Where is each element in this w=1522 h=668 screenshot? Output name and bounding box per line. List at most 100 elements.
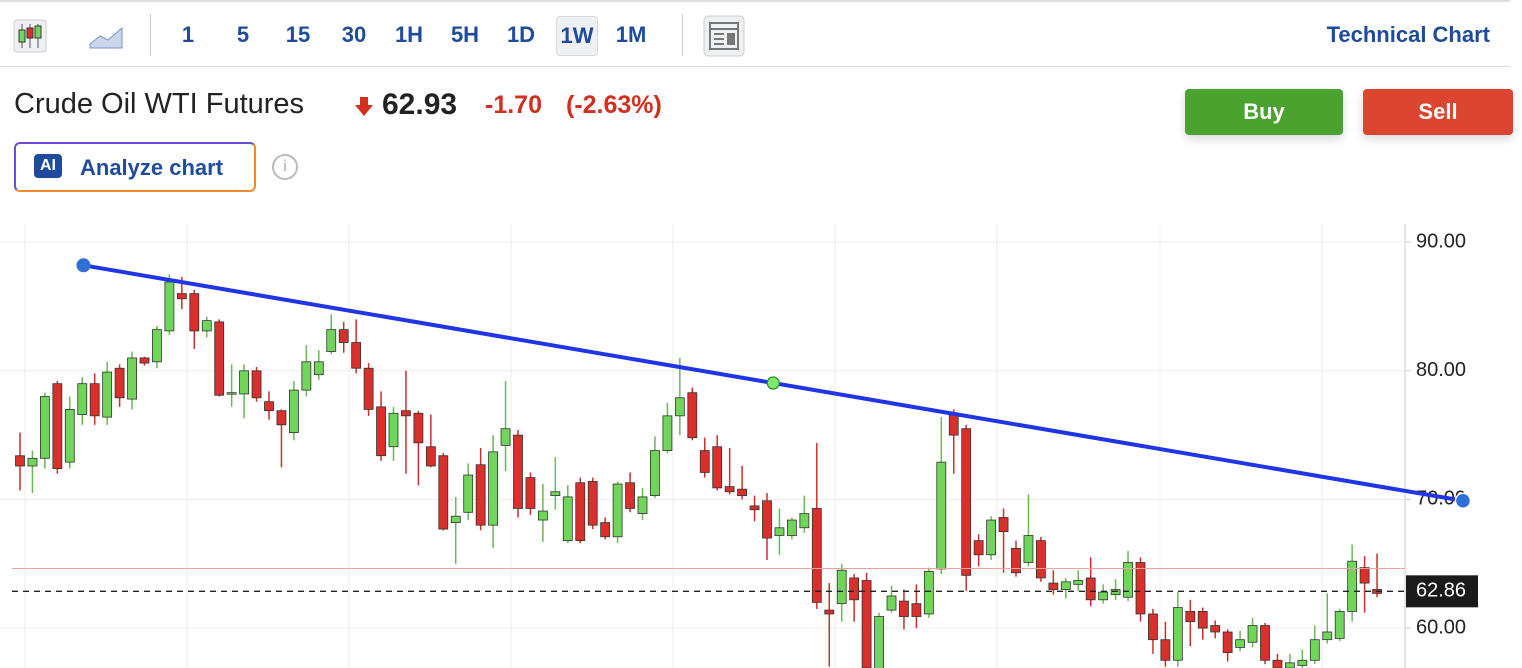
candle-body bbox=[127, 357, 137, 400]
candle-body bbox=[1322, 631, 1333, 641]
candle-body bbox=[1359, 567, 1370, 584]
candle-body bbox=[288, 389, 299, 433]
candle-body bbox=[899, 600, 909, 617]
candle-body bbox=[313, 361, 324, 376]
candle-body bbox=[998, 517, 1009, 533]
candle-body bbox=[1048, 582, 1059, 590]
candle-body bbox=[77, 383, 88, 415]
y-tick-label: 90.00 bbox=[1416, 230, 1466, 252]
info-icon[interactable]: i bbox=[272, 154, 298, 180]
candle-body bbox=[164, 281, 175, 332]
candle-body bbox=[961, 428, 972, 576]
analyze-label: Analyze chart bbox=[80, 155, 224, 180]
candle-body bbox=[27, 457, 38, 467]
candle-body bbox=[89, 383, 100, 417]
candle-body bbox=[612, 483, 623, 538]
candle-body bbox=[749, 505, 760, 511]
candle-body bbox=[338, 329, 349, 343]
trendline-handle bbox=[76, 258, 91, 273]
candle-body bbox=[575, 482, 586, 542]
candle-body bbox=[102, 371, 113, 418]
candle-body bbox=[824, 609, 835, 615]
candle-body bbox=[438, 455, 449, 530]
candle-body bbox=[1023, 535, 1034, 563]
candle-body bbox=[64, 409, 75, 463]
candle-body bbox=[625, 482, 635, 509]
down-arrow bbox=[355, 97, 373, 116]
candle-body bbox=[562, 496, 573, 542]
candle-body bbox=[1309, 639, 1320, 661]
candle-body bbox=[15, 455, 25, 467]
candle-body bbox=[251, 370, 262, 399]
y-tick-label: 80.00 bbox=[1416, 359, 1466, 381]
separator bbox=[682, 14, 683, 56]
candle-body bbox=[513, 434, 523, 509]
candle-body bbox=[1260, 625, 1270, 661]
interval-button[interactable]: 1H bbox=[394, 22, 424, 47]
candle-body bbox=[1247, 625, 1258, 643]
candle-body bbox=[1235, 639, 1245, 648]
interval-button[interactable]: 1 bbox=[181, 22, 195, 47]
candle-body bbox=[923, 571, 934, 615]
layout-icon[interactable] bbox=[702, 14, 746, 58]
price: 62.93 bbox=[382, 88, 458, 121]
candle-body bbox=[363, 367, 374, 410]
candle-body bbox=[326, 329, 337, 352]
candle-body bbox=[948, 414, 959, 436]
candle-body bbox=[587, 481, 598, 526]
candle-body bbox=[276, 410, 287, 426]
candle-body bbox=[1110, 589, 1121, 596]
trendline-mid-handle bbox=[766, 376, 780, 390]
candle-body bbox=[1011, 547, 1021, 574]
candle-body bbox=[40, 396, 50, 459]
candle-body bbox=[1197, 610, 1208, 629]
candle-body bbox=[525, 477, 536, 509]
candle-body bbox=[1135, 562, 1146, 615]
sell-button[interactable]: Sell bbox=[1363, 89, 1513, 135]
candle-body bbox=[1085, 577, 1096, 601]
technical-chart-link[interactable]: Technical Chart bbox=[1326, 22, 1490, 47]
candle-body bbox=[662, 415, 673, 451]
analyze-button[interactable]: AI Analyze chart bbox=[14, 142, 256, 192]
candle-body bbox=[724, 486, 735, 493]
candle-body bbox=[401, 410, 411, 417]
candle-body bbox=[176, 293, 187, 300]
interval-button[interactable]: 1M bbox=[615, 22, 647, 47]
candle-body bbox=[1185, 610, 1196, 623]
candle-body bbox=[1073, 580, 1084, 585]
candle-body bbox=[787, 519, 797, 536]
instrument-name: Crude Oil WTI Futures bbox=[14, 88, 305, 120]
candle-body bbox=[376, 406, 386, 457]
interval-button[interactable]: 5H bbox=[450, 22, 480, 47]
interval-button[interactable]: 30 bbox=[341, 22, 367, 47]
candle-body bbox=[114, 367, 125, 399]
change-pct: (-2.63%) bbox=[566, 91, 662, 119]
candle-body bbox=[836, 569, 847, 605]
candle-body bbox=[1285, 662, 1295, 668]
candle-body bbox=[650, 450, 660, 497]
candle-body bbox=[1297, 659, 1308, 666]
candle-body bbox=[500, 428, 511, 446]
candle-body bbox=[799, 513, 810, 529]
interval-button[interactable]: 15 bbox=[285, 22, 311, 47]
candle-icon bbox=[13, 19, 47, 53]
candle-body bbox=[488, 451, 499, 526]
interval-button[interactable]: 1D bbox=[506, 22, 536, 47]
candle-body bbox=[811, 508, 822, 603]
candle-body bbox=[936, 461, 947, 570]
interval-button[interactable]: 1W bbox=[556, 16, 598, 56]
candle-body bbox=[737, 488, 747, 497]
candle-body bbox=[687, 392, 698, 439]
candle-body bbox=[849, 577, 860, 601]
candle-body bbox=[538, 510, 548, 521]
candle-body bbox=[1160, 639, 1171, 661]
candle-body bbox=[550, 491, 561, 497]
candle-body bbox=[861, 580, 872, 668]
buy-button[interactable]: Buy bbox=[1185, 89, 1343, 135]
candle-body bbox=[450, 515, 461, 524]
change: -1.70 bbox=[485, 91, 542, 119]
interval-button[interactable]: 5 bbox=[236, 22, 250, 47]
candle-body bbox=[600, 522, 611, 538]
candle-body bbox=[226, 392, 237, 395]
